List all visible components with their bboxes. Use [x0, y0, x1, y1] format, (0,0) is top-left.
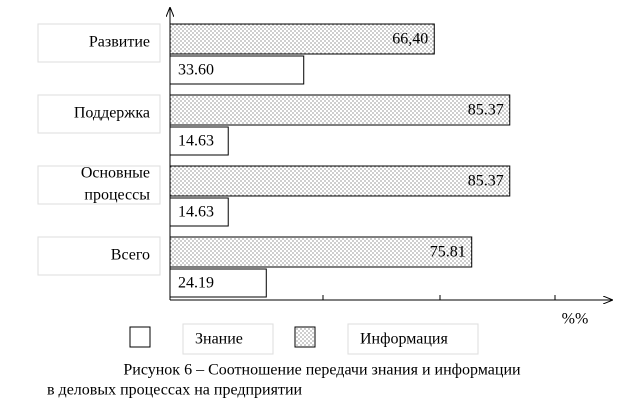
- bar: [169, 197, 229, 227]
- value-label: 66,40: [392, 31, 428, 48]
- category-box: [37, 236, 161, 276]
- caption: в деловых процессах на предприятии: [47, 382, 303, 399]
- legend-label: Знание: [195, 331, 243, 348]
- value-label: 24.19: [178, 275, 214, 292]
- x-axis-label: %%: [562, 311, 589, 328]
- value-label: 14.63: [178, 204, 214, 221]
- value-label: 75.81: [430, 244, 466, 261]
- value-label: 14.63: [178, 133, 214, 150]
- value-label: 33.60: [178, 62, 214, 79]
- category-label: Основные: [81, 165, 150, 182]
- category-label: Развитие: [89, 34, 150, 51]
- category-box: [37, 165, 161, 205]
- legend-box: [182, 323, 274, 355]
- legend-label: Информация: [360, 331, 448, 348]
- legend-box: [347, 323, 479, 355]
- bar: [169, 55, 305, 85]
- bar: [169, 23, 435, 55]
- category-label: Поддержка: [74, 105, 150, 122]
- value-label: 85.37: [468, 102, 504, 119]
- bar: [169, 268, 267, 298]
- category-box: [37, 94, 161, 134]
- bar: [169, 94, 511, 126]
- category-label: процессы: [84, 187, 150, 204]
- caption: Рисунок 6 – Соотношение передачи знания …: [123, 362, 521, 379]
- category-label: Всего: [111, 247, 150, 264]
- bar: [169, 126, 229, 156]
- value-label: 85.37: [468, 173, 504, 190]
- bar: [169, 165, 511, 197]
- category-box: [37, 23, 161, 63]
- bar: [169, 236, 473, 268]
- legend-swatch: [129, 326, 151, 348]
- legend-swatch: [294, 326, 316, 348]
